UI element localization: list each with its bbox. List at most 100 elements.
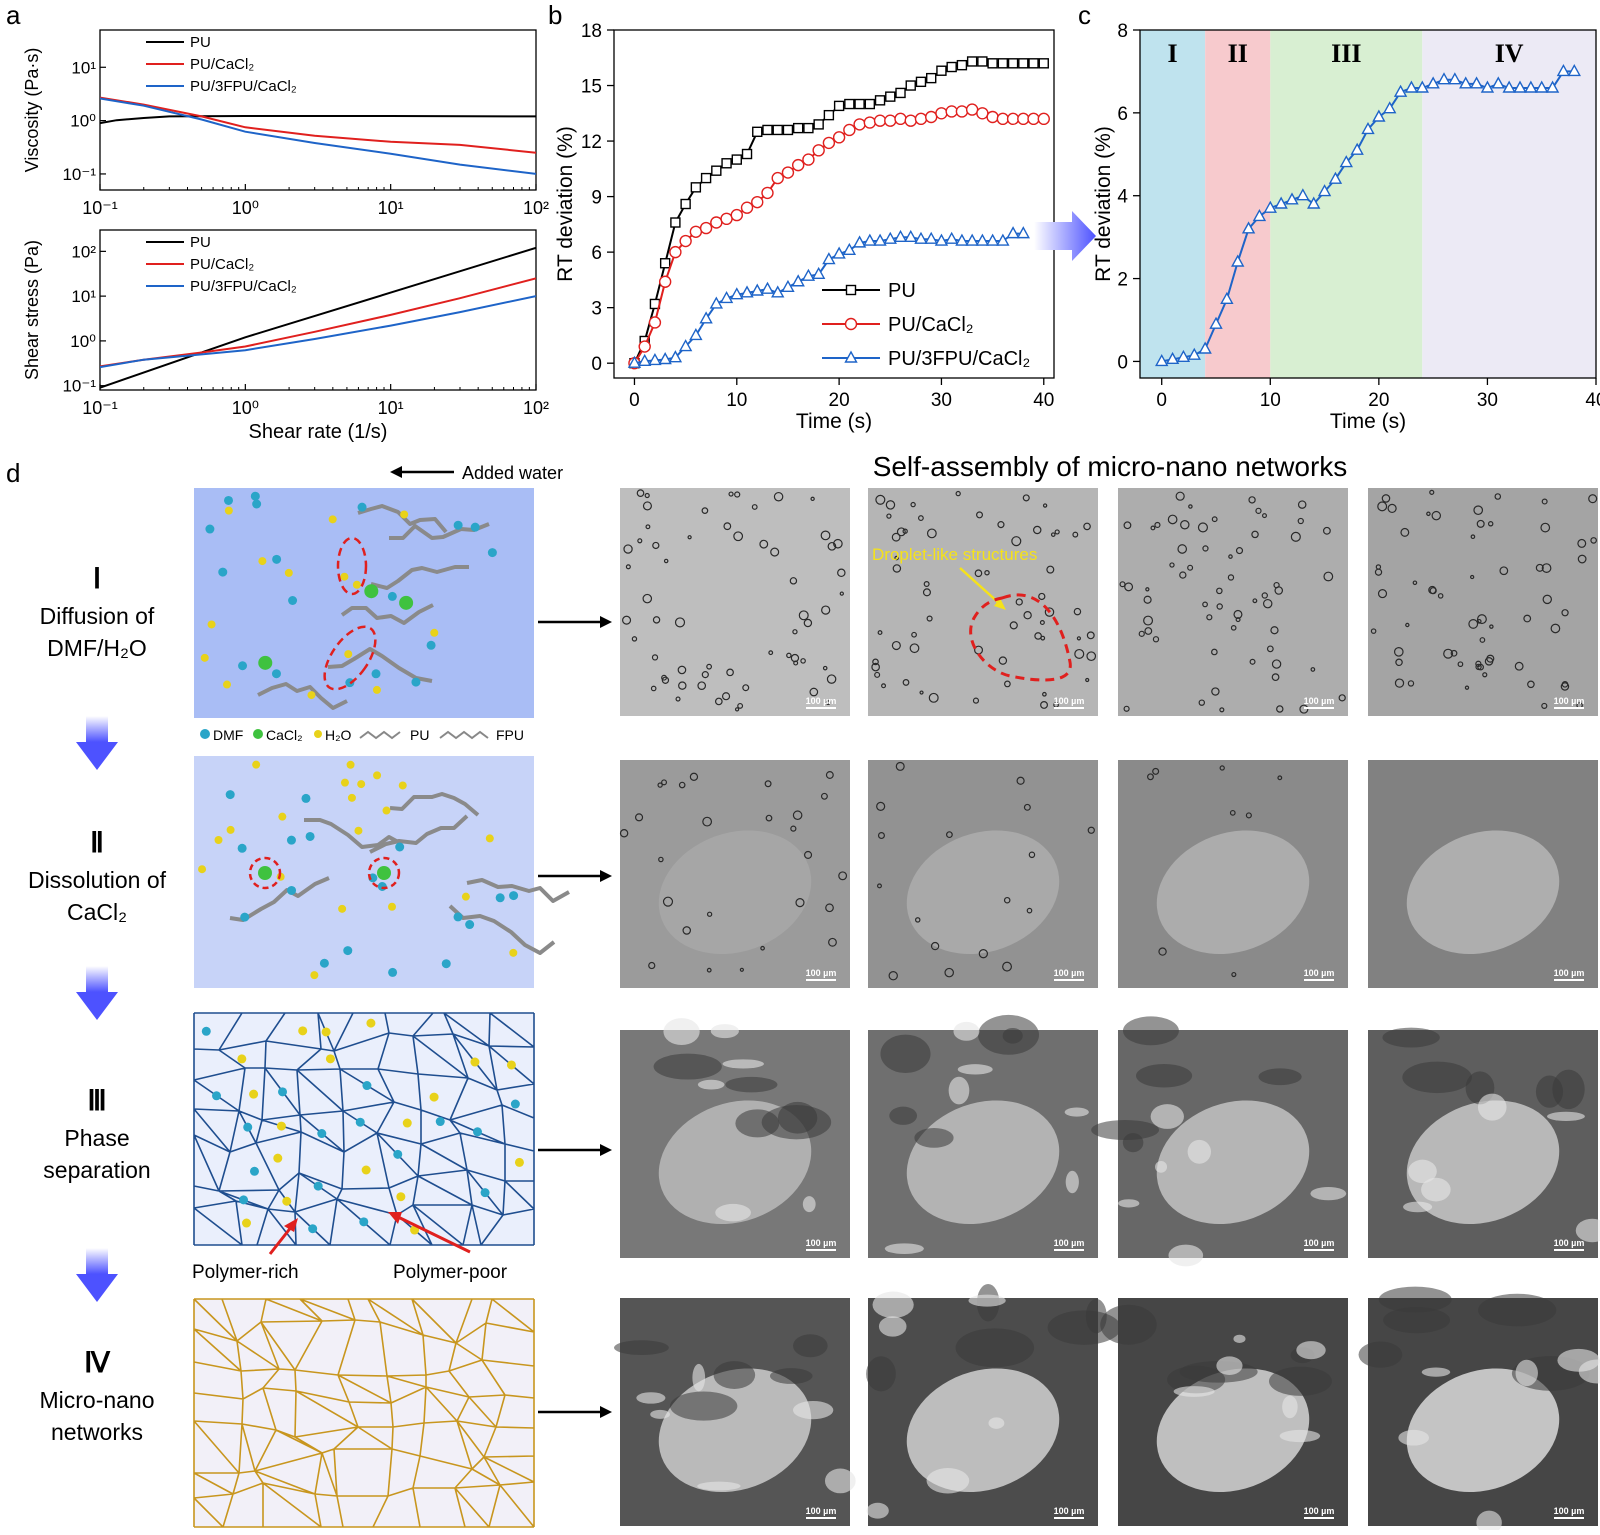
data-point [1372, 109, 1386, 122]
light-domain [1233, 1334, 1246, 1343]
particle [1028, 851, 1036, 859]
particle [1277, 775, 1283, 781]
y-tick-label: 6 [591, 243, 602, 264]
data-point [852, 235, 867, 248]
particle [1262, 598, 1273, 609]
data-point [894, 112, 907, 126]
data-point [854, 98, 865, 110]
light-domain [1476, 1510, 1502, 1535]
data-point [905, 80, 916, 91]
particle [1499, 566, 1509, 576]
particle [1150, 525, 1156, 531]
dmf-molecule [237, 843, 247, 853]
particle [1219, 765, 1225, 771]
x-tick-label: 10⁰ [232, 198, 259, 218]
particle [1016, 776, 1025, 785]
plot-frame [613, 29, 1055, 379]
particle [726, 668, 734, 677]
dmf-molecule [426, 640, 436, 650]
down-arrow-head [76, 742, 118, 770]
scale-bar-label: 100 µm [1054, 1238, 1085, 1248]
data-point [638, 340, 651, 353]
dmf-molecule [368, 873, 378, 883]
micrograph-r2-c2: 100 µm [868, 760, 1098, 988]
dmf-molecule [286, 835, 296, 845]
y-tick-label: 10¹ [71, 58, 96, 77]
y-tick-label: 15 [581, 77, 602, 98]
particle [1299, 704, 1309, 714]
water-molecule [252, 760, 261, 769]
legend-label: PU [190, 234, 211, 251]
data-point [874, 95, 886, 106]
dark-domain [1378, 1286, 1452, 1313]
particle [820, 530, 831, 541]
particle [702, 816, 713, 827]
droplet-pointer [959, 567, 1001, 605]
particle [825, 771, 834, 779]
micrograph-r2-c1: 100 µm [619, 760, 850, 988]
particle [1400, 527, 1410, 537]
dark-domain [1091, 1119, 1160, 1141]
micrograph-r3-c4: 100 µm [1368, 1027, 1600, 1258]
solvent-molecule [359, 1217, 369, 1227]
particle [661, 676, 670, 684]
particle [631, 636, 638, 642]
light-domain [1515, 1359, 1538, 1387]
particle [1407, 680, 1415, 687]
particle [1119, 581, 1126, 588]
particle [871, 662, 880, 672]
particle [658, 856, 664, 863]
droplet-region [906, 1368, 1060, 1493]
particle [1251, 530, 1259, 539]
data-point [659, 258, 671, 269]
particle [1271, 659, 1282, 669]
data-point [811, 266, 826, 280]
dark-domain [1135, 1064, 1193, 1088]
water-molecule [400, 510, 409, 519]
data-point [1339, 155, 1353, 168]
cacl2-ion [258, 655, 273, 670]
particle [1476, 614, 1487, 625]
y-tick-label: 10⁰ [70, 112, 96, 131]
particle [1437, 593, 1444, 599]
particle [877, 630, 883, 636]
y-axis-label: Viscosity (Pa·s) [22, 48, 42, 173]
light-domain [1155, 1161, 1168, 1173]
particle [1266, 645, 1274, 653]
light-domain [953, 1021, 980, 1041]
particle [1541, 498, 1548, 505]
particle [1370, 628, 1377, 634]
particle [1590, 537, 1597, 544]
stage-numeral: Ⅲ [87, 1086, 106, 1117]
polymer-chain [257, 682, 348, 710]
legend-label: PU/3FPU/CaCl₂ [888, 348, 1030, 370]
particle [1428, 585, 1437, 595]
particle [773, 491, 784, 502]
polymer-rich-pointer [268, 1225, 294, 1255]
particle [650, 685, 657, 692]
particle [1023, 610, 1032, 620]
particle [1561, 609, 1569, 617]
particle [1273, 581, 1280, 589]
x-tick-label: 10² [523, 398, 549, 418]
light-domain [1421, 1367, 1451, 1377]
x-tick-label: 10 [1260, 390, 1281, 411]
dmf-molecule [509, 891, 519, 901]
arrow-head [284, 1218, 298, 1232]
dark-domain [1167, 1365, 1226, 1394]
micrograph-r3-c3: 100 µm [1091, 1016, 1348, 1267]
data-point [812, 144, 825, 157]
dark-domain [1382, 1027, 1440, 1048]
water-molecule [398, 781, 407, 790]
particle [661, 779, 668, 786]
data-point [823, 109, 835, 121]
data-point [844, 317, 858, 331]
light-domain [1557, 1348, 1600, 1372]
highlight-circle [367, 856, 401, 890]
particle [1443, 648, 1454, 659]
polymer-chain [327, 647, 433, 683]
scale-bar-label: 100 µm [1554, 1238, 1585, 1248]
data-point [925, 110, 938, 124]
data-point [863, 233, 877, 246]
